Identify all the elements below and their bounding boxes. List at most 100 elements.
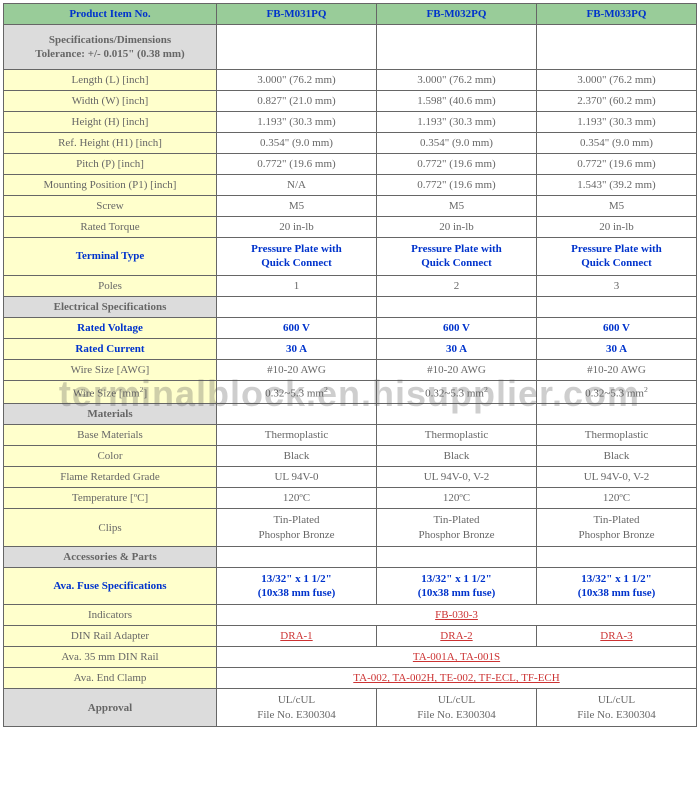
empty-cell — [377, 25, 537, 70]
cell: 1.543" (39.2 mm) — [537, 175, 697, 196]
cell: 0.32~5.3 mm2 — [217, 380, 377, 404]
cell: Black — [537, 446, 697, 467]
empty-cell — [537, 25, 697, 70]
cell: 30 A — [537, 338, 697, 359]
cell: UL/cULFile No. E300304 — [377, 689, 537, 727]
link-endclamp[interactable]: TA-002, TA-002H, TE-002, TF-ECL, TF-ECH — [217, 668, 697, 689]
cell: 0.354" (9.0 mm) — [537, 133, 697, 154]
empty-cell — [377, 546, 537, 567]
cell: #10-20 AWG — [217, 359, 377, 380]
empty-cell — [217, 25, 377, 70]
section-materials: Materials — [4, 404, 217, 425]
cell: 600 V — [217, 317, 377, 338]
cell: 0.354" (9.0 mm) — [377, 133, 537, 154]
cell: 2.370" (60.2 mm) — [537, 91, 697, 112]
cell: Black — [377, 446, 537, 467]
link-din35[interactable]: TA-001A, TA-001S — [217, 647, 697, 668]
cell: Thermoplastic — [537, 425, 697, 446]
empty-cell — [537, 404, 697, 425]
cell: 0.354" (9.0 mm) — [217, 133, 377, 154]
cell: 600 V — [537, 317, 697, 338]
cell: UL/cULFile No. E300304 — [537, 689, 697, 727]
col-header-p3: FB-M033PQ — [537, 4, 697, 25]
cell: 3.000" (76.2 mm) — [217, 70, 377, 91]
cell: 0.772" (19.6 mm) — [537, 154, 697, 175]
cell: Pressure Plate withQuick Connect — [217, 238, 377, 276]
row-label: Ava. End Clamp — [4, 668, 217, 689]
section-spec-dim: Specifications/DimensionsTolerance: +/- … — [4, 25, 217, 70]
row-label: Length (L) [inch] — [4, 70, 217, 91]
cell: Thermoplastic — [377, 425, 537, 446]
cell: Black — [217, 446, 377, 467]
row-label: Temperature [ºC] — [4, 488, 217, 509]
cell: 20 in-lb — [377, 217, 537, 238]
link-dra2[interactable]: DRA-2 — [377, 626, 537, 647]
row-label: Color — [4, 446, 217, 467]
cell: 1 — [217, 275, 377, 296]
row-label: Approval — [4, 689, 217, 727]
cell: Thermoplastic — [217, 425, 377, 446]
row-label: Terminal Type — [4, 238, 217, 276]
empty-cell — [377, 404, 537, 425]
cell: 1.193" (30.3 mm) — [537, 112, 697, 133]
cell: 1.598" (40.6 mm) — [377, 91, 537, 112]
cell: M5 — [537, 196, 697, 217]
cell: 0.827" (21.0 mm) — [217, 91, 377, 112]
row-label: Clips — [4, 509, 217, 547]
cell: 30 A — [377, 338, 537, 359]
cell: Tin-PlatedPhosphor Bronze — [377, 509, 537, 547]
row-label: Width (W) [inch] — [4, 91, 217, 112]
cell: M5 — [217, 196, 377, 217]
cell: 30 A — [217, 338, 377, 359]
row-label: Screw — [4, 196, 217, 217]
row-label: Indicators — [4, 605, 217, 626]
cell: 0.772" (19.6 mm) — [377, 175, 537, 196]
cell: 3.000" (76.2 mm) — [377, 70, 537, 91]
cell: #10-20 AWG — [377, 359, 537, 380]
cell: 0.772" (19.6 mm) — [217, 154, 377, 175]
header-row: Product Item No. FB-M031PQ FB-M032PQ FB-… — [4, 4, 697, 25]
row-label: Base Materials — [4, 425, 217, 446]
spec-table: Product Item No. FB-M031PQ FB-M032PQ FB-… — [3, 3, 697, 727]
cell: Pressure Plate withQuick Connect — [377, 238, 537, 276]
row-label: DIN Rail Adapter — [4, 626, 217, 647]
cell: 20 in-lb — [217, 217, 377, 238]
cell: 120ºC — [217, 488, 377, 509]
col-header-p1: FB-M031PQ — [217, 4, 377, 25]
section-accessories: Accessories & Parts — [4, 546, 217, 567]
cell: 13/32" x 1 1/2"(10x38 mm fuse) — [217, 567, 377, 605]
row-label: Poles — [4, 275, 217, 296]
cell: Tin-PlatedPhosphor Bronze — [537, 509, 697, 547]
empty-cell — [537, 296, 697, 317]
cell: Tin-PlatedPhosphor Bronze — [217, 509, 377, 547]
cell: 13/32" x 1 1/2"(10x38 mm fuse) — [537, 567, 697, 605]
cell: 0.32~5.3 mm2 — [537, 380, 697, 404]
cell: 120ºC — [377, 488, 537, 509]
row-label: Ava. Fuse Specifications — [4, 567, 217, 605]
row-label: Pitch (P) [inch] — [4, 154, 217, 175]
col-header-p2: FB-M032PQ — [377, 4, 537, 25]
link-indicators[interactable]: FB-030-3 — [217, 605, 697, 626]
cell: 0.772" (19.6 mm) — [377, 154, 537, 175]
cell: 2 — [377, 275, 537, 296]
link-dra1[interactable]: DRA-1 — [217, 626, 377, 647]
cell: UL/cULFile No. E300304 — [217, 689, 377, 727]
row-label: Rated Voltage — [4, 317, 217, 338]
row-label: Flame Retarded Grade — [4, 467, 217, 488]
row-label: Mounting Position (P1) [inch] — [4, 175, 217, 196]
row-label: Rated Torque — [4, 217, 217, 238]
empty-cell — [537, 546, 697, 567]
row-label: Ref. Height (H1) [inch] — [4, 133, 217, 154]
cell: UL 94V-0, V-2 — [537, 467, 697, 488]
cell: 3.000" (76.2 mm) — [537, 70, 697, 91]
cell: M5 — [377, 196, 537, 217]
cell: 13/32" x 1 1/2"(10x38 mm fuse) — [377, 567, 537, 605]
cell: #10-20 AWG — [537, 359, 697, 380]
link-dra3[interactable]: DRA-3 — [537, 626, 697, 647]
cell: 3 — [537, 275, 697, 296]
cell: UL 94V-0 — [217, 467, 377, 488]
cell: Pressure Plate withQuick Connect — [537, 238, 697, 276]
cell: 120ºC — [537, 488, 697, 509]
cell: UL 94V-0, V-2 — [377, 467, 537, 488]
col-header-item: Product Item No. — [4, 4, 217, 25]
